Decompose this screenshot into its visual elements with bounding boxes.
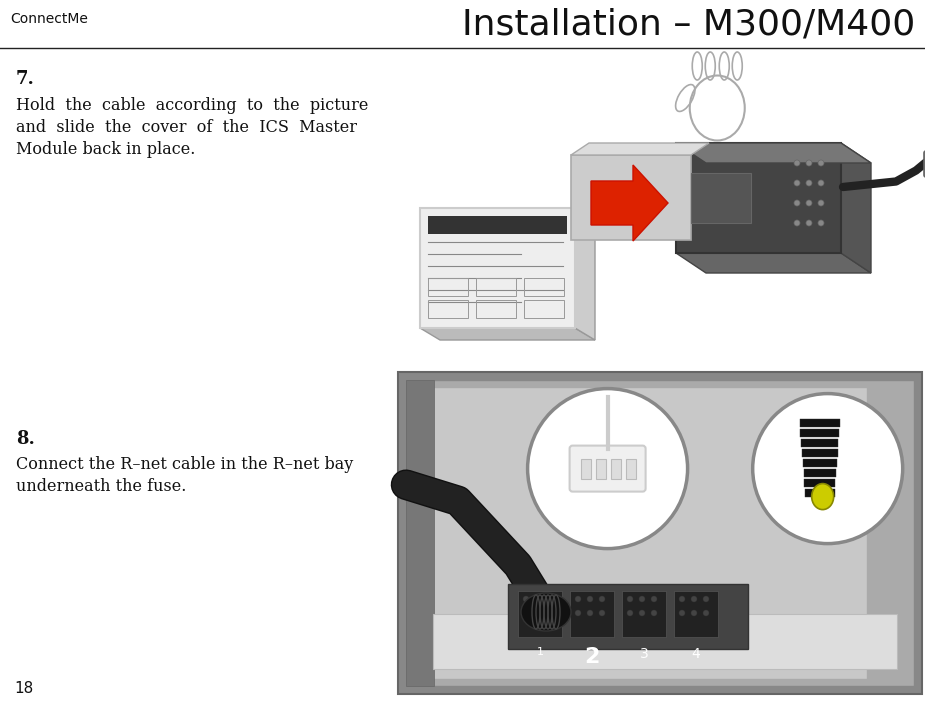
Polygon shape [420,328,595,340]
Circle shape [691,610,697,616]
Circle shape [587,610,593,616]
Bar [800,428,839,437]
Text: 3: 3 [639,647,648,661]
Circle shape [818,180,824,186]
Circle shape [794,200,800,206]
Polygon shape [841,143,871,273]
Bar [800,418,840,427]
Circle shape [818,160,824,166]
Circle shape [523,596,529,602]
Circle shape [806,180,812,186]
Circle shape [794,180,800,186]
Text: 8.: 8. [16,430,35,448]
Bar [406,380,434,686]
FancyBboxPatch shape [924,151,925,177]
Bar [476,300,516,318]
Circle shape [575,596,581,602]
Circle shape [599,610,605,616]
Bar [476,278,516,296]
Circle shape [806,160,812,166]
Circle shape [806,220,812,226]
Bar [406,380,914,686]
Circle shape [535,596,541,602]
Ellipse shape [811,484,833,510]
Bar [610,459,621,479]
Bar [428,216,567,234]
Bar [581,459,590,479]
Circle shape [627,596,633,602]
Circle shape [547,610,553,616]
Circle shape [627,610,633,616]
Bar [428,300,468,318]
Text: Hold  the  cable  according  to  the  picture: Hold the cable according to the picture [16,97,368,114]
Bar [625,459,635,479]
Circle shape [806,200,812,206]
Text: 7.: 7. [16,70,35,88]
Polygon shape [676,253,871,273]
Circle shape [794,220,800,226]
Circle shape [587,596,593,602]
Circle shape [523,610,529,616]
Polygon shape [676,143,871,163]
Polygon shape [646,168,696,228]
Text: 4: 4 [692,647,700,661]
Bar [805,479,835,486]
Bar [428,278,468,296]
Bar [433,614,897,669]
Bar [508,584,748,649]
Bar [803,459,837,467]
Bar [674,591,718,637]
Circle shape [794,160,800,166]
Bar [804,469,836,476]
Text: 2: 2 [585,647,599,667]
Circle shape [527,389,687,549]
Bar [420,208,575,328]
Circle shape [575,610,581,616]
Text: ConnectMe: ConnectMe [10,12,88,26]
Bar [570,591,614,637]
Circle shape [703,610,709,616]
Text: Connect the R–net cable in the R–net bay: Connect the R–net cable in the R–net bay [16,456,353,473]
Polygon shape [571,155,691,240]
Circle shape [651,596,657,602]
Text: 18: 18 [14,681,33,696]
Circle shape [547,596,553,602]
Text: and  slide  the  cover  of  the  ICS  Master: and slide the cover of the ICS Master [16,119,357,136]
Circle shape [679,596,685,602]
Circle shape [599,596,605,602]
Polygon shape [571,143,709,155]
Bar [691,173,751,223]
Polygon shape [575,208,595,340]
Circle shape [651,610,657,616]
Bar [524,278,564,296]
Bar [518,591,562,637]
Circle shape [818,220,824,226]
Bar [433,387,867,679]
Bar [596,459,606,479]
Circle shape [639,610,645,616]
Circle shape [703,596,709,602]
Text: Installation – M300/M400: Installation – M300/M400 [462,8,915,42]
Bar [676,143,841,253]
Circle shape [691,596,697,602]
Circle shape [639,596,645,602]
Circle shape [753,394,903,544]
Bar [806,489,834,496]
FancyBboxPatch shape [570,445,646,491]
Bar [398,372,922,694]
Text: 1: 1 [536,647,544,657]
Bar [802,449,837,457]
Circle shape [535,610,541,616]
Circle shape [679,610,685,616]
Polygon shape [591,165,668,241]
Text: Module back in place.: Module back in place. [16,141,195,158]
Bar [801,438,838,447]
Bar [622,591,666,637]
Bar [524,300,564,318]
Circle shape [818,200,824,206]
Text: underneath the fuse.: underneath the fuse. [16,478,186,495]
Ellipse shape [521,593,571,631]
